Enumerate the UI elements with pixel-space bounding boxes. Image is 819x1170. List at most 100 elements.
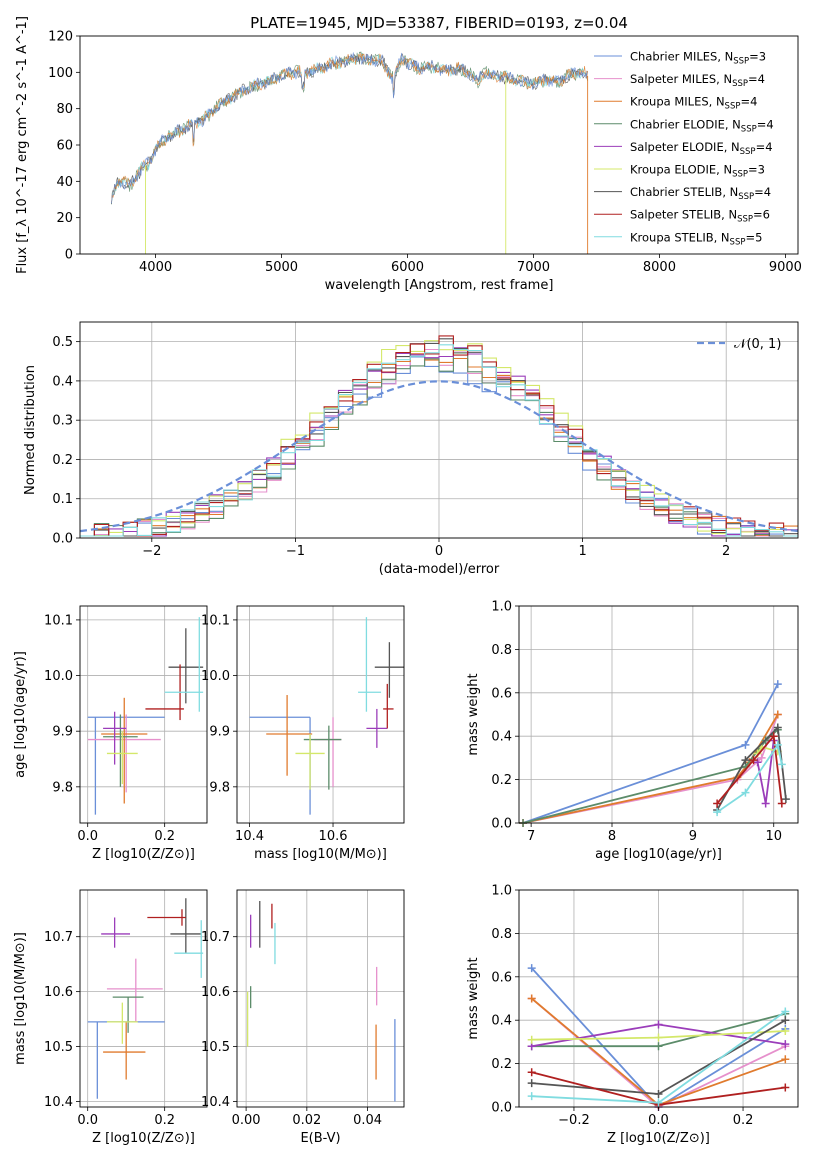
mass-weight-marker [713,808,722,817]
axes-frame [79,889,208,1108]
axes-frame [518,605,799,824]
mass-weight-marker [527,1068,536,1077]
y-tick-label: 9.8 [209,780,230,795]
mass-weight-marker [713,799,722,808]
spectrum-line [111,52,588,204]
y-tick-label: 0.2 [52,453,73,468]
y-axis-label: mass weight [466,957,481,1039]
y-tick-label: 40 [56,175,73,190]
y-tick-label: 1.0 [491,600,512,615]
y-tick-label: 10.5 [44,1040,73,1055]
y-tick-label: 10.6 [44,985,73,1000]
y-tick-label: 0.3 [52,414,73,429]
y-tick-label: 20 [56,211,73,226]
legend-entry: Chabrier ELODIE, NSSP=4 [630,117,774,134]
mass-weight-marker [753,758,762,767]
x-tick-label: 4000 [139,260,172,275]
gaussian-curve [79,380,799,533]
mass-weight-marker [777,760,786,769]
y-axis-label: mass weight [466,673,481,755]
axes-frame [79,605,208,824]
legend-entry: Chabrier MILES, NSSP=3 [630,50,766,67]
x-tick-label: 10 [765,829,782,844]
legend-entry: Salpeter MILES, NSSP=4 [630,72,765,89]
x-axis-label: (data-model)/error [379,562,500,577]
legend-entry: Kroupa STELIB, NSSP=5 [630,230,762,247]
y-tick-label: 0.0 [491,1101,512,1116]
mass-weight-line [716,742,783,813]
y-tick-label: 1.0 [491,884,512,899]
mass-weight-marker [654,1098,663,1107]
y-tick-label: 0.8 [491,643,512,658]
mass-weight-marker [781,1016,790,1025]
mass-weight-marker [654,1020,663,1029]
mass-weight-marker [761,799,770,808]
y-tick-label: 9.8 [52,780,73,795]
x-tick-label: 2 [722,544,730,559]
chart-title: PLATE=1945, MJD=53387, FIBERID=0193, z=0… [250,14,628,32]
y-tick-label: 120 [48,30,73,45]
x-tick-label: 6000 [391,260,424,275]
x-tick-label: 0.0 [77,829,98,844]
mass-weight-marker [741,756,750,765]
legend-entry: Salpeter ELODIE, NSSP=4 [630,140,773,157]
mass-weight-marker [527,1079,536,1088]
mass-weight-marker [654,1089,663,1098]
spectrum-line [111,52,588,202]
y-tick-label: 9.9 [52,725,73,740]
y-tick-label: 10.7 [201,930,230,945]
x-tick-label: −2 [142,544,161,559]
x-tick-label: −0.2 [558,1113,590,1128]
x-tick-label: 8000 [643,260,676,275]
x-axis-label: Z [log10(Z/Z⊙)] [92,1131,195,1146]
gaussian-legend-label: 𝒩(0, 1) [734,337,781,352]
mass-weight-line [522,714,779,824]
x-tick-label: 0.0 [648,1113,669,1128]
x-tick-label: 0 [435,544,443,559]
spectrum-line [111,52,588,203]
legend-entry: Kroupa MILES, NSSP=4 [630,95,757,112]
y-tick-label: 10.5 [201,1040,230,1055]
mass-weight-marker [781,795,790,804]
mass-weight-marker [781,1040,790,1049]
x-tick-label: 1 [578,544,586,559]
y-axis-label: age [log10(age/yr)] [13,651,28,778]
y-tick-label: 0.2 [491,773,512,788]
x-axis-label: E(B-V) [300,1131,340,1146]
y-tick-label: 60 [56,139,73,154]
x-axis-label: mass [log10(M/M⊙)] [254,847,387,862]
mass-weight-marker [527,1092,536,1101]
y-tick-label: 0.5 [52,335,73,350]
x-tick-label: 0.04 [353,1113,382,1128]
y-tick-label: 0.0 [52,532,73,547]
y-tick-label: 0.4 [491,1014,512,1029]
x-tick-label: 7 [527,829,535,844]
y-tick-label: 10.0 [201,669,230,684]
x-axis-label: Z [log10(Z/Z⊙)] [92,847,195,862]
mass-weight-marker [654,1042,663,1051]
y-tick-label: 10.1 [201,613,230,628]
x-tick-label: 10.4 [235,829,264,844]
x-tick-label: 0.2 [154,829,175,844]
mass-weight-marker [773,680,782,689]
mass-weight-marker [781,1055,790,1064]
x-tick-label: 0.00 [232,1113,261,1128]
mass-weight-marker [527,964,536,973]
x-tick-label: 0.02 [292,1113,321,1128]
legend-entry: Kroupa ELODIE, NSSP=3 [630,163,765,180]
mass-weight-marker [527,1035,536,1044]
x-axis-label: wavelength [Angstrom, rest frame] [325,278,554,293]
y-tick-label: 0.1 [52,492,73,507]
y-tick-label: 100 [48,66,73,81]
mass-weight-marker [781,1007,790,1016]
mass-weight-marker [769,732,778,741]
histogram-series [80,347,798,537]
y-tick-label: 0.8 [491,927,512,942]
mass-weight-marker [773,723,782,732]
y-axis-label: Normed distribution [23,365,38,495]
text-layer: 4000 5000 6000 7000 8000 9000020406080100120w… [13,14,802,1146]
y-tick-label: 0.4 [491,730,512,745]
x-axis-label: age [log10(age/yr)] [595,847,722,862]
y-tick-label: 10.4 [44,1095,73,1110]
